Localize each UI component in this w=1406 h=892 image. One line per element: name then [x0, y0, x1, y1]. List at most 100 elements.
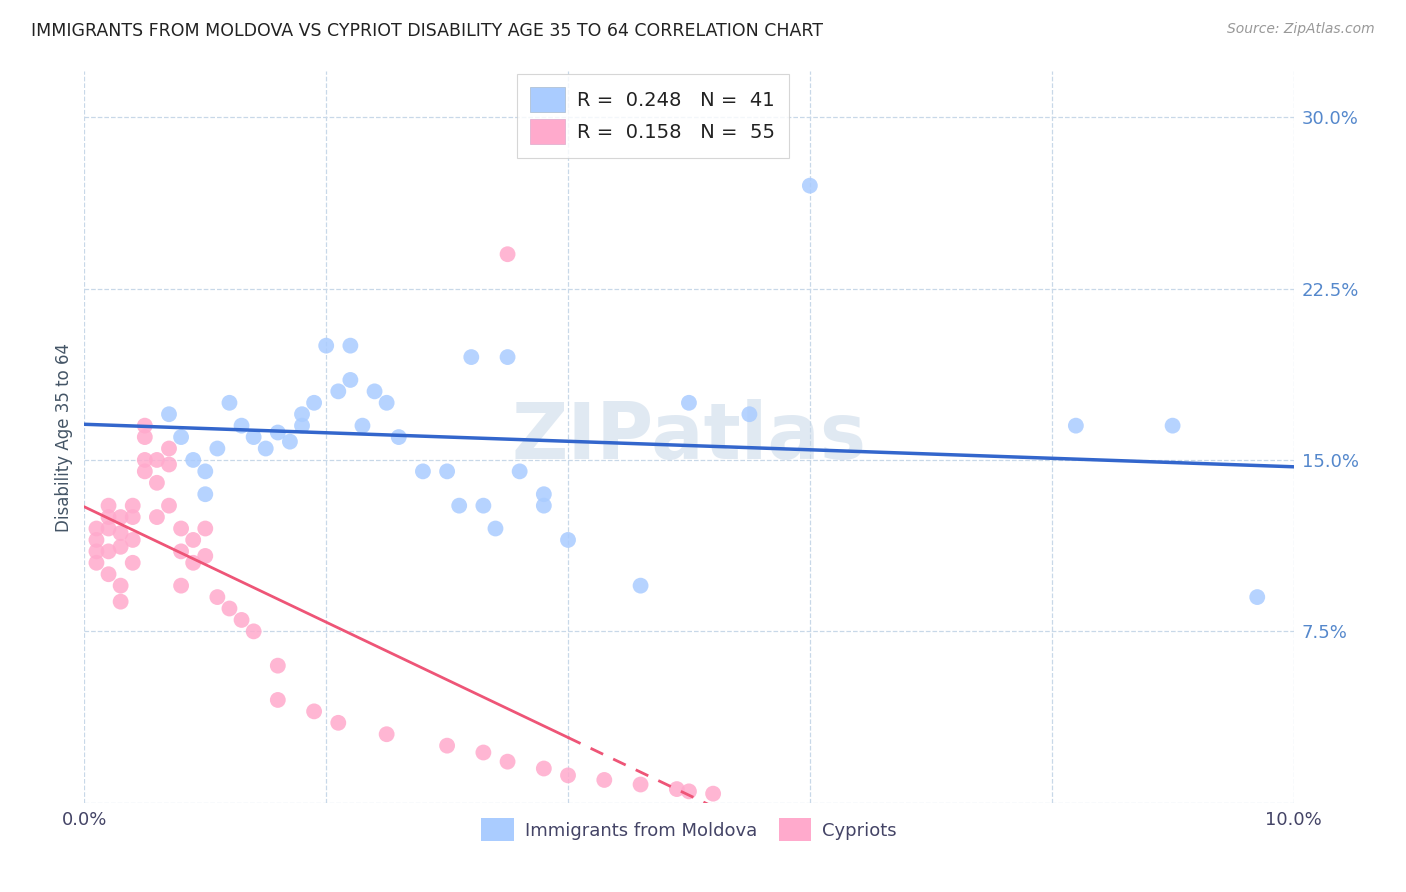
Point [557, 533, 579, 547]
Point [97, 510, 120, 524]
Point [375, 727, 398, 741]
Point [328, 384, 350, 399]
Point [110, 595, 132, 609]
Point [194, 549, 217, 563]
Point [472, 746, 495, 760]
Point [170, 579, 193, 593]
Point [1246, 590, 1268, 604]
Point [436, 739, 458, 753]
Text: IMMIGRANTS FROM MOLDOVA VS CYPRIOT DISABILITY AGE 35 TO 64 CORRELATION CHART: IMMIGRANTS FROM MOLDOVA VS CYPRIOT DISAB… [31, 22, 823, 40]
Point [218, 396, 240, 410]
Point [194, 464, 217, 478]
Point [799, 178, 821, 193]
Point [157, 442, 180, 456]
Point [557, 768, 579, 782]
Point [1064, 418, 1087, 433]
Point [496, 247, 519, 261]
Point [533, 762, 555, 776]
Point [339, 373, 361, 387]
Point [291, 407, 314, 421]
Point [352, 418, 374, 433]
Point [157, 458, 180, 472]
Point [146, 510, 169, 524]
Point [496, 755, 519, 769]
Point [738, 407, 761, 421]
Point [121, 510, 143, 524]
Point [533, 487, 555, 501]
Point [484, 521, 506, 535]
Point [436, 464, 458, 478]
Point [302, 396, 325, 410]
Point [110, 540, 132, 554]
Point [388, 430, 411, 444]
Point [449, 499, 471, 513]
Point [593, 772, 616, 787]
Point [146, 475, 169, 490]
Point [207, 442, 229, 456]
Point [460, 350, 482, 364]
Point [267, 425, 290, 440]
Legend: Immigrants from Moldova, Cypriots: Immigrants from Moldova, Cypriots [474, 811, 904, 848]
Point [375, 396, 398, 410]
Point [97, 544, 120, 558]
Point [86, 533, 108, 547]
Point [231, 418, 253, 433]
Point [630, 778, 652, 792]
Point [121, 533, 143, 547]
Point [254, 442, 277, 456]
Point [121, 556, 143, 570]
Point [1161, 418, 1184, 433]
Point [170, 430, 193, 444]
Point [267, 658, 290, 673]
Point [291, 418, 314, 433]
Point [121, 499, 143, 513]
Point [472, 499, 495, 513]
Point [207, 590, 229, 604]
Point [509, 464, 531, 478]
Point [97, 521, 120, 535]
Point [97, 567, 120, 582]
Point [181, 533, 204, 547]
Point [170, 521, 193, 535]
Point [181, 556, 204, 570]
Point [134, 453, 156, 467]
Point [678, 396, 700, 410]
Y-axis label: Disability Age 35 to 64: Disability Age 35 to 64 [55, 343, 73, 532]
Point [242, 624, 264, 639]
Point [86, 544, 108, 558]
Point [110, 510, 132, 524]
Point [242, 430, 264, 444]
Point [146, 453, 169, 467]
Point [315, 338, 337, 352]
Point [302, 705, 325, 719]
Point [97, 499, 120, 513]
Point [134, 430, 156, 444]
Point [86, 521, 108, 535]
Point [134, 418, 156, 433]
Point [339, 338, 361, 352]
Point [157, 407, 180, 421]
Point [218, 601, 240, 615]
Point [630, 579, 652, 593]
Point [363, 384, 385, 399]
Point [194, 487, 217, 501]
Point [86, 556, 108, 570]
Point [533, 499, 555, 513]
Point [110, 526, 132, 541]
Text: ZIPatlas: ZIPatlas [512, 399, 866, 475]
Point [110, 579, 132, 593]
Point [665, 782, 688, 797]
Point [157, 499, 180, 513]
Point [170, 544, 193, 558]
Point [267, 693, 290, 707]
Point [194, 521, 217, 535]
Point [702, 787, 724, 801]
Point [278, 434, 301, 449]
Point [496, 350, 519, 364]
Text: Source: ZipAtlas.com: Source: ZipAtlas.com [1227, 22, 1375, 37]
Point [134, 464, 156, 478]
Point [231, 613, 253, 627]
Point [181, 453, 204, 467]
Point [328, 715, 350, 730]
Point [678, 784, 700, 798]
